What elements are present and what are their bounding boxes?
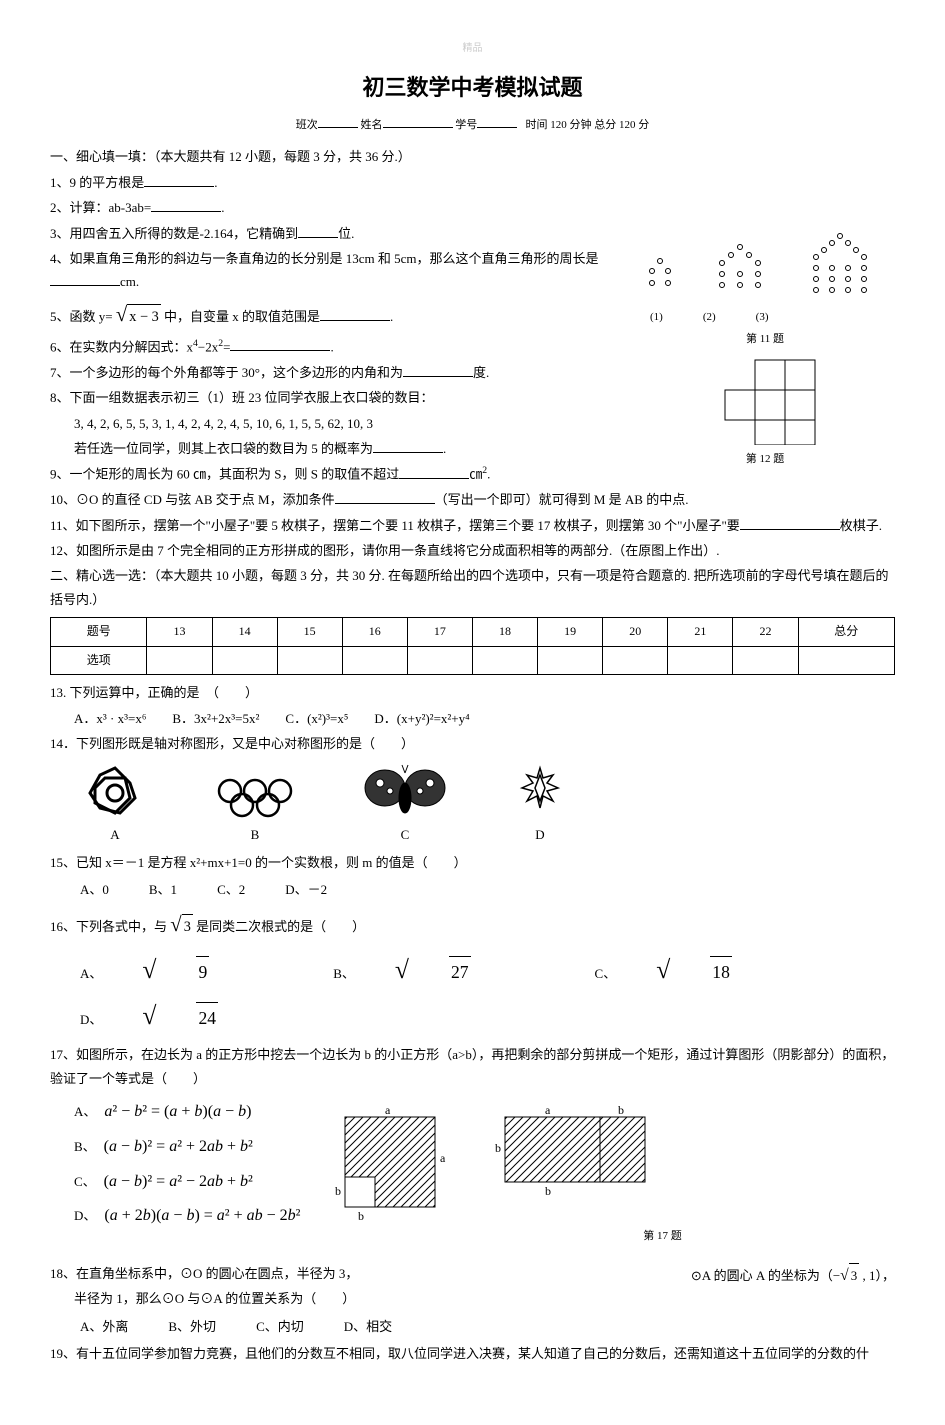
q17-fig2: a b b b bbox=[490, 1102, 660, 1222]
q3: 3、用四舍五入所得的数是-2.164，它精确到位. bbox=[50, 222, 895, 245]
q17-fig1: a a b b bbox=[330, 1102, 460, 1222]
q19: 19、有十五位同学参加智力竞赛，且他们的分数互不相同，取八位同学进入决赛，某人知… bbox=[50, 1342, 895, 1365]
q14: 14．下列图形既是轴对称图形，又是中心对称图形的是（ ） bbox=[50, 732, 895, 755]
meta-line: 班次 姓名 学号 时间 120 分钟 总分 120 分 bbox=[50, 116, 895, 136]
page-title: 初三数学中考模拟试题 bbox=[50, 68, 895, 108]
q8: 8、下面一组数据表示初三（1）班 23 位同学衣服上衣口袋的数目： bbox=[50, 386, 895, 409]
q8-data: 3, 4, 2, 6, 5, 5, 3, 1, 4, 2, 4, 2, 4, 5… bbox=[50, 412, 895, 435]
q4: 4、如果直角三角形的斜边与一条直角边的长分别是 13cm 和 5cm，那么这个直… bbox=[50, 247, 895, 294]
q15-opts: A、0B、1C、2D、－2 bbox=[50, 878, 895, 901]
q14-images: A B C D bbox=[80, 763, 895, 846]
name-label: 姓名 bbox=[361, 119, 383, 131]
answer-table-header: 题号 13 14 15 16 17 18 19 20 21 22 总分 bbox=[51, 618, 895, 647]
answer-table-row: 选项 bbox=[51, 646, 895, 675]
q14-B: B bbox=[210, 773, 300, 846]
svg-text:a: a bbox=[440, 1151, 446, 1165]
q2: 2、计算：ab-3ab=. bbox=[50, 196, 895, 219]
q17-figures: a a b b a b b b bbox=[330, 1102, 660, 1222]
answer-table: 题号 13 14 15 16 17 18 19 20 21 22 总分 选项 bbox=[50, 617, 895, 675]
q1: 1、9 的平方根是. bbox=[50, 171, 895, 194]
q18b: 半径为 1，那么⊙O 与⊙A 的位置关系为（ ） bbox=[50, 1287, 895, 1310]
q14-C: C bbox=[360, 763, 450, 846]
q5: 5、函数 y= √x − 3 中，自变量 x 的取值范围是. bbox=[50, 296, 895, 333]
q7: 7、一个多边形的每个外角都等于 30°，这个多边形的内角和为度. bbox=[50, 361, 895, 384]
class-label: 班次 bbox=[296, 119, 318, 131]
section-2-heading: 二、精心选一选：（本大题共 10 小题，每题 3 分，共 30 分. 在每题所给… bbox=[50, 564, 895, 611]
q16: 16、下列各式中，与 √3 是同类二次根式的是（ ） bbox=[50, 906, 895, 943]
q6: 6、在实数内分解因式：x4−2x2=. bbox=[50, 335, 895, 359]
section-1-heading: 一、细心填一填：（本大题共有 12 小题，每题 3 分，共 36 分.） bbox=[50, 145, 895, 168]
figure-17-label: 第 17 题 bbox=[430, 1227, 895, 1247]
q8-b: 若任选一位同学，则其上衣口袋的数目为 5 的概率为. bbox=[50, 437, 895, 460]
q18-opts: A、外离B、外切C、内切D、相交 bbox=[50, 1315, 895, 1338]
watermark: 精品 bbox=[50, 40, 895, 58]
svg-text:b: b bbox=[618, 1103, 624, 1117]
q10: 10、⊙O 的直径 CD 与弦 AB 交于点 M，添加条件（写出一个即可）就可得… bbox=[50, 488, 895, 511]
svg-text:a: a bbox=[545, 1103, 551, 1117]
q14-D: D bbox=[510, 763, 570, 846]
svg-text:b: b bbox=[335, 1184, 341, 1198]
q13-opts: A．x³ · x³=x⁶ B．3x²+2x³=5x² C．(x²)³=x⁵ D．… bbox=[50, 707, 895, 730]
q18: 18、在直角坐标系中，⊙O 的圆心在圆点，半径为 3， ⊙A 的圆心 A 的坐标… bbox=[50, 1262, 895, 1285]
svg-text:a: a bbox=[385, 1103, 391, 1117]
svg-text:b: b bbox=[495, 1141, 501, 1155]
td-label: 选项 bbox=[51, 646, 147, 675]
q17-opts: A、a² − b² = (a + b)(a − b) B、(a − b)² = … bbox=[50, 1092, 300, 1237]
time-label: 时间 120 分钟 总分 120 分 bbox=[526, 119, 650, 131]
q15: 15、已知 x＝－1 是方程 x²+mx+1=0 的一个实数根，则 m 的值是（… bbox=[50, 851, 895, 874]
id-label: 学号 bbox=[455, 119, 477, 131]
svg-text:b: b bbox=[358, 1209, 364, 1222]
th-label: 题号 bbox=[51, 618, 147, 647]
q12: 12、如图所示是由 7 个完全相同的正方形拼成的图形，请你用一条直线将它分成面积… bbox=[50, 539, 895, 562]
q13: 13. 下列运算中，正确的是 （ ） bbox=[50, 681, 895, 704]
q17: 17、如图所示，在边长为 a 的正方形中挖去一个边长为 b 的小正方形（a>b）… bbox=[50, 1043, 895, 1090]
q17-body: A、a² − b² = (a + b)(a − b) B、(a − b)² = … bbox=[50, 1092, 895, 1237]
q11: 11、如下图所示，摆第一个"小屋子"要 5 枚棋子，摆第二个要 11 枚棋子，摆… bbox=[50, 514, 895, 537]
q9: 9、一个矩形的周长为 60 ㎝，其面积为 S，则 S 的取值不超过㎝2. bbox=[50, 462, 895, 486]
svg-text:b: b bbox=[545, 1184, 551, 1198]
q14-A: A bbox=[80, 763, 150, 846]
q16-opts: A、√9 B、√27 C、√18 D、√24 bbox=[50, 947, 895, 1039]
